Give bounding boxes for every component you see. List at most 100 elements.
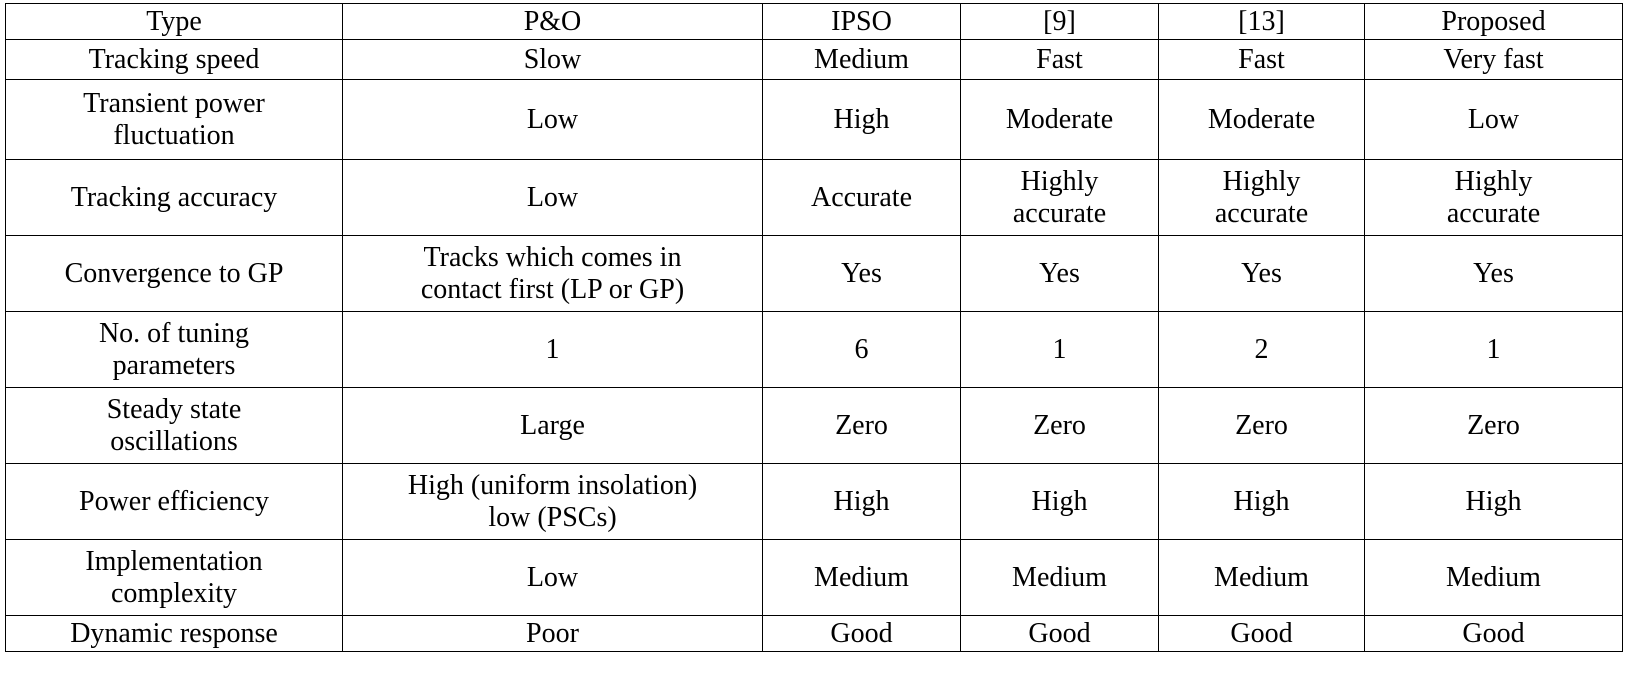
row-label-cell-line: Transient power (83, 87, 265, 119)
value-cell: Tracks which comes in contact first (LP o… (342, 235, 763, 312)
value-cell-line: 2 (1254, 333, 1269, 365)
row-label-cell: Steady state oscillations (5, 387, 343, 464)
table-row: Transient power fluctuation Low High Moderat… (5, 79, 1623, 160)
value-cell: Yes (1364, 235, 1623, 312)
value-cell-line: Low (526, 103, 579, 135)
value-cell: Low (342, 159, 763, 236)
value-cell-line: Zero (1033, 409, 1086, 441)
value-cell-line: Fast (1238, 43, 1285, 75)
value-cell: Yes (960, 235, 1159, 312)
value-cell: 1 (960, 311, 1159, 388)
table-row: Power efficiency High (uniform insolation… (5, 463, 1623, 540)
header-cell-method: [9] (960, 3, 1159, 40)
row-label-cell-line: Implementation (85, 545, 263, 577)
value-cell-line: High (1465, 485, 1522, 517)
value-cell-line: Zero (835, 409, 888, 441)
value-cell-line: Medium (1214, 561, 1309, 593)
header-cell-type: Type (5, 3, 343, 40)
value-cell: High (uniform insolation) low (PSCs) (342, 463, 763, 540)
row-label-cell-line: Steady state (106, 393, 242, 425)
value-cell-line: Very fast (1443, 43, 1544, 75)
table-row: Tracking accuracy Low Accurate Highly accura… (5, 159, 1623, 236)
table-row: No. of tuning parameters 1 6 1 2 1 (5, 311, 1623, 388)
value-cell: High (960, 463, 1159, 540)
value-cell: Medium (762, 539, 961, 616)
value-cell: Yes (762, 235, 961, 312)
value-cell: Medium (1158, 539, 1365, 616)
value-cell-line: Slow (523, 43, 582, 75)
value-cell-line: Yes (841, 257, 882, 289)
value-cell-line: High (uniform insolation) (407, 469, 698, 501)
value-cell-line: High (833, 485, 890, 517)
value-cell: Zero (1158, 387, 1365, 464)
value-cell: 2 (1158, 311, 1365, 388)
table-row: Steady state oscillations Large Zero Zero Zer… (5, 387, 1623, 464)
header-cell-method: P&O (342, 3, 763, 40)
value-cell-line: low (PSCs) (488, 501, 617, 533)
value-cell-line: contact first (LP or GP) (420, 273, 685, 305)
row-label-cell: Dynamic response (5, 615, 343, 652)
value-cell: Accurate (762, 159, 961, 236)
value-cell: Good (1158, 615, 1365, 652)
table-header-row: Type P&O IPSO [9] [13] Proposed (5, 3, 1623, 40)
value-cell-line: Zero (1467, 409, 1520, 441)
value-cell-line: Moderate (1207, 103, 1316, 135)
value-cell-line: High (1031, 485, 1088, 517)
value-cell: Yes (1158, 235, 1365, 312)
value-cell-line: Low (526, 561, 579, 593)
value-cell-line: Medium (1446, 561, 1541, 593)
header-cell-method: Proposed (1364, 3, 1623, 40)
value-cell: Slow (342, 39, 763, 80)
table-row: Tracking speed Slow Medium Fast Fast Very fas… (5, 39, 1623, 80)
row-label-cell-line: Power efficiency (79, 485, 269, 517)
table-row: Dynamic response Poor Good Good Good Good (5, 615, 1623, 652)
value-cell: Large (342, 387, 763, 464)
value-cell-line: Medium (814, 561, 909, 593)
value-cell-line: Good (1028, 617, 1091, 649)
value-cell-line: Fast (1036, 43, 1083, 75)
value-cell-line: 6 (854, 333, 869, 365)
value-cell-line: Yes (1241, 257, 1282, 289)
comparison-table-body: Type P&O IPSO [9] [13] Proposed Tracking speed… (5, 3, 1623, 652)
value-cell: Moderate (960, 79, 1159, 160)
value-cell: Low (342, 539, 763, 616)
value-cell-line: Low (526, 181, 579, 213)
value-cell-line: Good (1230, 617, 1293, 649)
comparison-table: Type P&O IPSO [9] [13] Proposed Tracking speed… (5, 3, 1623, 652)
value-cell-line: Yes (1039, 257, 1080, 289)
row-label-cell: Convergence to GP (5, 235, 343, 312)
row-label-cell: No. of tuning parameters (5, 311, 343, 388)
value-cell: 1 (342, 311, 763, 388)
value-cell: Very fast (1364, 39, 1623, 80)
value-cell: Highly accurate (1364, 159, 1623, 236)
value-cell-line: accurate (1214, 197, 1309, 229)
value-cell-line: Large (520, 409, 585, 441)
value-cell-line: Medium (1012, 561, 1107, 593)
header-cell-method: IPSO (762, 3, 961, 40)
value-cell: Highly accurate (960, 159, 1159, 236)
value-cell: High (762, 79, 961, 160)
value-cell-line: 1 (1052, 333, 1067, 365)
value-cell: High (1364, 463, 1623, 540)
value-cell-line: Good (830, 617, 893, 649)
row-label-cell-line: parameters (112, 349, 236, 381)
value-cell: High (762, 463, 961, 540)
value-cell-line: Low (1467, 103, 1520, 135)
value-cell: Zero (1364, 387, 1623, 464)
value-cell: Highly accurate (1158, 159, 1365, 236)
row-label-cell-line: Dynamic response (70, 617, 278, 649)
value-cell: Low (1364, 79, 1623, 160)
value-cell-line: High (833, 103, 890, 135)
value-cell-line: Good (1462, 617, 1525, 649)
row-label-cell-line: Convergence to GP (64, 257, 284, 289)
value-cell-line: Zero (1235, 409, 1288, 441)
row-label-cell-line: fluctuation (113, 119, 235, 151)
value-cell: 1 (1364, 311, 1623, 388)
value-cell-line: 1 (1486, 333, 1501, 365)
row-label-cell-line: Tracking accuracy (70, 181, 278, 213)
value-cell-line: Highly (1454, 165, 1533, 197)
value-cell: Medium (762, 39, 961, 80)
value-cell-line: High (1233, 485, 1290, 517)
value-cell-line: Poor (526, 617, 579, 649)
header-cell-method: [13] (1158, 3, 1365, 40)
